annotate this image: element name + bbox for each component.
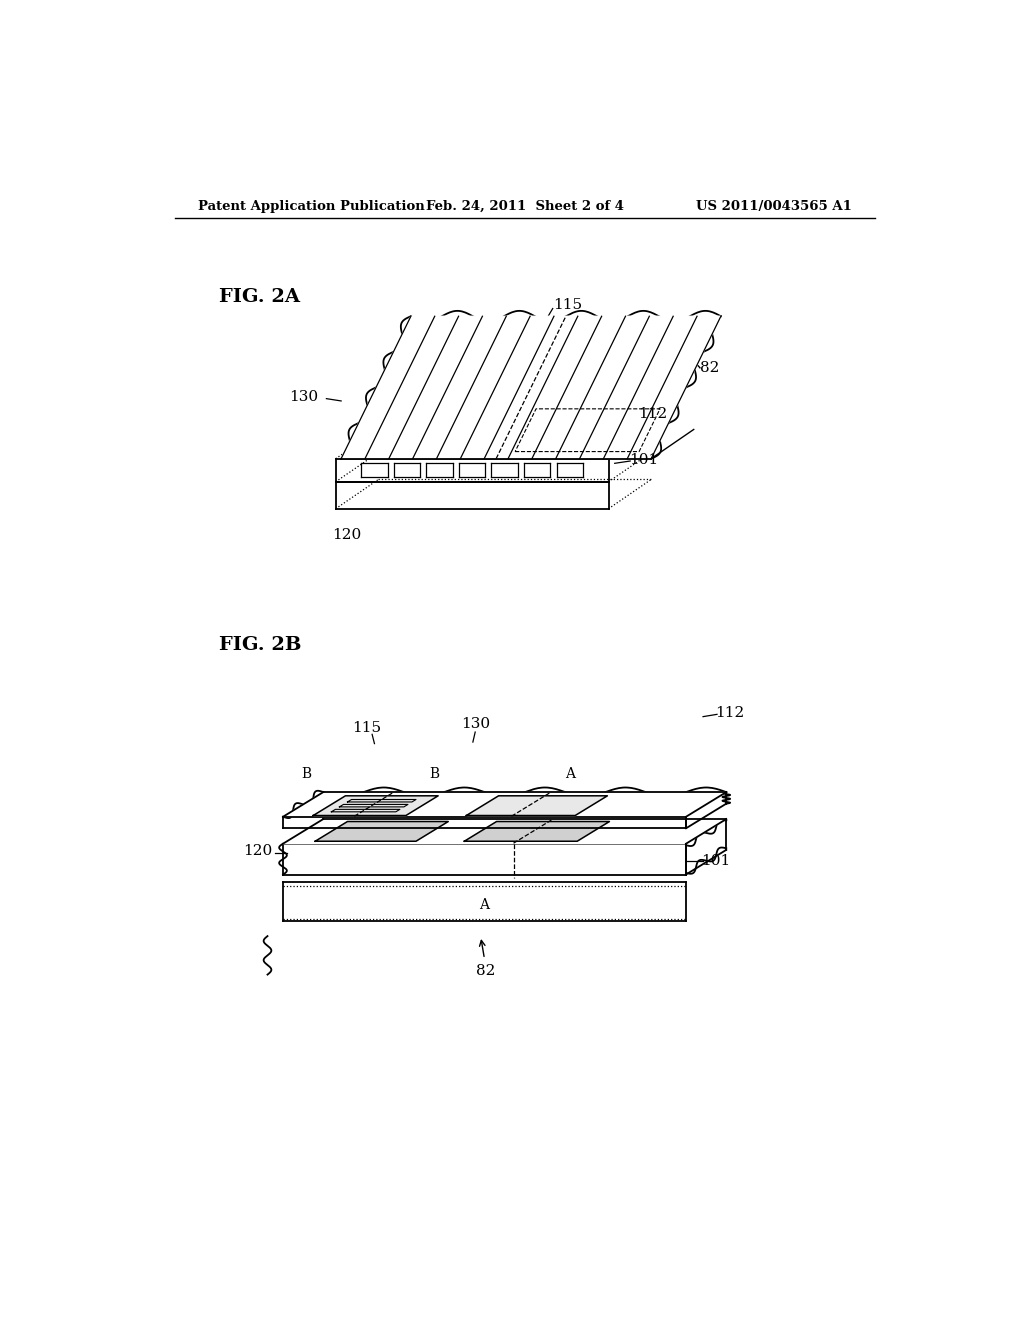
Text: Feb. 24, 2011  Sheet 2 of 4: Feb. 24, 2011 Sheet 2 of 4 — [426, 199, 624, 213]
Text: 82: 82 — [700, 360, 719, 375]
Text: US 2011/0043565 A1: US 2011/0043565 A1 — [696, 199, 852, 213]
Text: B: B — [429, 767, 439, 781]
Text: 101: 101 — [701, 854, 731, 867]
Text: B: B — [301, 767, 311, 781]
Text: 120: 120 — [243, 845, 272, 858]
Text: 120: 120 — [332, 528, 361, 543]
Text: 115: 115 — [553, 298, 582, 312]
Polygon shape — [341, 317, 721, 459]
Polygon shape — [466, 796, 607, 816]
Text: 130: 130 — [461, 717, 489, 731]
Text: A: A — [479, 899, 489, 912]
Text: 82: 82 — [476, 964, 496, 978]
Text: 112: 112 — [638, 407, 668, 421]
Polygon shape — [283, 792, 726, 817]
Text: FIG. 2B: FIG. 2B — [219, 636, 302, 653]
Polygon shape — [464, 821, 609, 841]
Text: A: A — [565, 767, 574, 781]
Text: 130: 130 — [290, 391, 318, 404]
Text: Patent Application Publication: Patent Application Publication — [198, 199, 425, 213]
Text: 112: 112 — [716, 706, 744, 719]
Text: 115: 115 — [352, 721, 381, 735]
Text: FIG. 2A: FIG. 2A — [219, 288, 300, 306]
Text: 101: 101 — [630, 453, 658, 467]
Polygon shape — [283, 818, 726, 843]
Polygon shape — [313, 796, 438, 816]
Polygon shape — [315, 821, 449, 841]
